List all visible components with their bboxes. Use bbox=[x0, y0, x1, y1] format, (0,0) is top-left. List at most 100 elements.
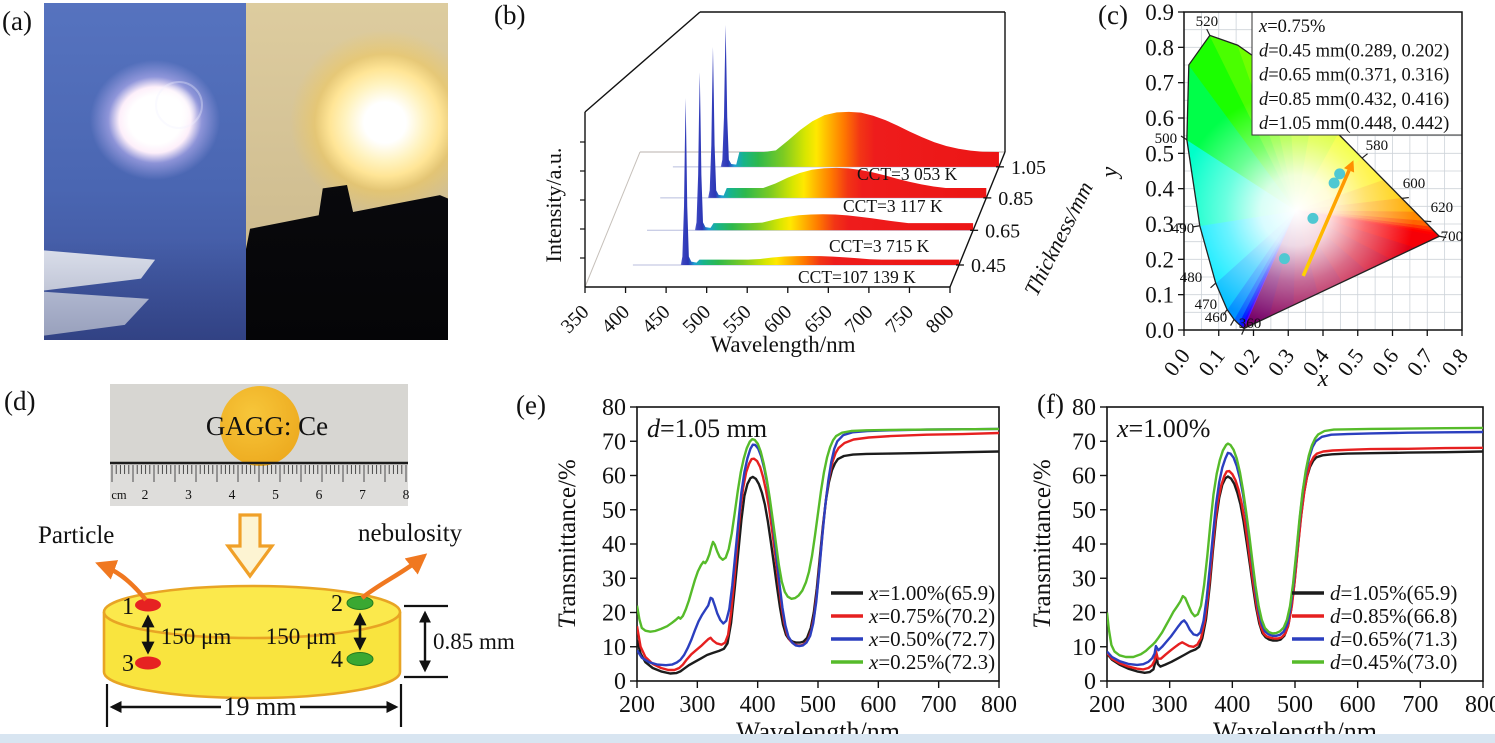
x-tick-label: 500 bbox=[800, 692, 836, 718]
y-tick-label: 60 bbox=[1072, 464, 1096, 490]
x-tick-label: 0.2 bbox=[1228, 344, 1265, 381]
ceramic-disc bbox=[220, 386, 300, 466]
legend-entry: x=0.25%(72.3) bbox=[868, 650, 995, 674]
x-tick-label: 800 bbox=[981, 692, 1017, 718]
x-axis: 350 400 450 500 550 600 650 700 750 800Wavelength… bbox=[557, 287, 959, 357]
y-tick-label: 30 bbox=[602, 566, 626, 592]
y-tick-label: 30 bbox=[1072, 566, 1096, 592]
y-tick-label: 40 bbox=[602, 532, 626, 558]
spot-number: 4 bbox=[331, 647, 343, 673]
y-axis-title: y bbox=[1097, 166, 1123, 179]
y-axis: 0 10 20 30 40 50 60 70 80 bbox=[602, 395, 637, 695]
y-tick-label: 80 bbox=[1072, 395, 1096, 421]
legend-entry: d=0.65%(71.3) bbox=[1330, 627, 1457, 651]
defect-spots bbox=[135, 596, 374, 670]
wavelength-label: 700 bbox=[1441, 229, 1464, 245]
particle-arrow bbox=[95, 560, 148, 602]
panel-f-label: (f) bbox=[1037, 389, 1064, 419]
y-tick-label: 70 bbox=[602, 429, 626, 455]
spot-number: 3 bbox=[122, 651, 134, 677]
panel-a-photos bbox=[44, 3, 448, 340]
legend-entry: d=0.65 mm(0.371, 0.316) bbox=[1259, 66, 1449, 86]
ruler-number: 4 bbox=[229, 487, 236, 502]
spot-number: 2 bbox=[331, 591, 343, 617]
y-axis: 0.0 0.1 0.2 0.3 0.4 0.5 0.6 0.7 0.8 0.9 bbox=[1145, 0, 1184, 343]
ruler-number: 3 bbox=[185, 487, 192, 502]
x-tick-label: 200 bbox=[1089, 692, 1125, 718]
transmittance-chart-by-thickness: 200 300 400 500 600 700 800Wavelength/nm010203… bbox=[1029, 395, 1495, 743]
y-tick-label: 0.3 bbox=[1145, 212, 1174, 237]
blue-emission-photo bbox=[44, 3, 246, 340]
legend-entry: d=0.45%(73.0) bbox=[1330, 650, 1457, 674]
series-x=0.25%(72.3) bbox=[637, 427, 999, 633]
y-tick-label: 0.6 bbox=[1145, 106, 1174, 131]
y-tick-label: 0.2 bbox=[1145, 247, 1174, 272]
y-tick-label: 80 bbox=[602, 395, 626, 421]
y-tick-label: 0.4 bbox=[1145, 177, 1174, 202]
wavelength-label: 490 bbox=[1172, 221, 1195, 237]
x-tick-label: 700 bbox=[1402, 692, 1438, 718]
x-tick-label: 0.0 bbox=[1158, 344, 1195, 381]
trend-arrow bbox=[1301, 169, 1351, 277]
cct-label: CCT=107 139 K bbox=[798, 267, 916, 287]
diameter-dimension: 19 mm bbox=[105, 684, 403, 727]
nebulosity-label: nebulosity bbox=[358, 520, 463, 547]
chromaticity-points bbox=[1278, 168, 1346, 265]
ruler-unit-label: cm bbox=[111, 488, 127, 502]
y-tick-label: 0.9 bbox=[1145, 0, 1174, 25]
y-tick-label: 50 bbox=[602, 498, 626, 524]
panel-a-label: (a) bbox=[2, 6, 32, 36]
ceramic-photo: cm 2 3 4 5 6 7 8 GAGG: Ce bbox=[110, 384, 410, 506]
y-tick-label: 0 bbox=[614, 669, 626, 695]
y-tick-label: 40 bbox=[1072, 532, 1096, 558]
down-arrow-icon bbox=[224, 513, 276, 579]
x-axis: 0.00.10.20.30.40.50.60.70.8 bbox=[1158, 330, 1473, 381]
spectral-locus bbox=[1186, 34, 1441, 329]
ruler-number: 2 bbox=[142, 487, 149, 502]
ruler-number: 6 bbox=[316, 487, 323, 502]
particle-label: Particle bbox=[38, 522, 114, 549]
x-tick-label: 600 bbox=[860, 692, 896, 718]
x-tick-label: 450 bbox=[638, 301, 675, 338]
y-axis: 0 10 20 30 40 50 60 70 80 bbox=[1072, 395, 1107, 695]
x-tick-label: 500 bbox=[1277, 692, 1313, 718]
legend-entry: x=0.75% bbox=[1258, 17, 1325, 37]
spectra-waterfall-chart: CCT=107 139 K CCT=3 715 K CCT=3 117 K CCT=3… bbox=[545, 11, 1095, 357]
legend: d=1.05%(65.9)d=0.85%(66.8)d=0.65%(71.3)d… bbox=[1292, 581, 1457, 674]
legend: x=0.75% d=0.45 mm(0.289, 0.202) d=0.65 mm(… bbox=[1251, 11, 1463, 136]
cct-labels: CCT=107 139 K CCT=3 715 K CCT=3 117 K CCT=3… bbox=[798, 164, 958, 287]
x-tick-label: 0.7 bbox=[1402, 344, 1439, 381]
y-tick-label: 20 bbox=[602, 601, 626, 627]
panel-e-label: (e) bbox=[516, 390, 546, 420]
wavelength-label: 600 bbox=[1403, 176, 1426, 192]
x-tick-label: 300 bbox=[679, 692, 715, 718]
cct-label: CCT=3 117 K bbox=[843, 196, 943, 216]
y-tick-label: 0.5 bbox=[1145, 141, 1174, 166]
x-tick-label: 400 bbox=[597, 301, 634, 338]
z-tick-label: 0.65 bbox=[985, 220, 1020, 242]
x-axis-title: Wavelength/nm bbox=[710, 332, 855, 357]
legend-entry: d=1.05 mm(0.448, 0.442) bbox=[1259, 114, 1449, 134]
gap-dimension: 150 μm bbox=[266, 624, 337, 649]
x-tick-label: 750 bbox=[881, 301, 918, 338]
spectrum-row-1.05 bbox=[672, 24, 999, 167]
panel-b-label: (b) bbox=[494, 0, 526, 30]
z-tick-label: 1.05 bbox=[1011, 157, 1046, 179]
x-tick-label: 0.1 bbox=[1193, 344, 1230, 381]
warm-emission-photo bbox=[246, 3, 448, 340]
series-d=0.45%(73.0) bbox=[1107, 426, 1483, 659]
y-tick-label: 60 bbox=[602, 464, 626, 490]
wavelength-label: 360 bbox=[1239, 316, 1262, 332]
series-lines bbox=[1107, 426, 1483, 674]
y-tick-label: 0.7 bbox=[1145, 71, 1174, 96]
ruler-number: 5 bbox=[272, 487, 279, 502]
y-tick-label: 20 bbox=[1072, 601, 1096, 627]
thickness-dimension: 0.85 mm bbox=[404, 604, 515, 679]
legend-entry: d=0.85%(66.8) bbox=[1330, 604, 1457, 628]
legend-entry: d=0.45 mm(0.289, 0.202) bbox=[1259, 41, 1449, 61]
y-tick-label: 0 bbox=[1084, 669, 1096, 695]
